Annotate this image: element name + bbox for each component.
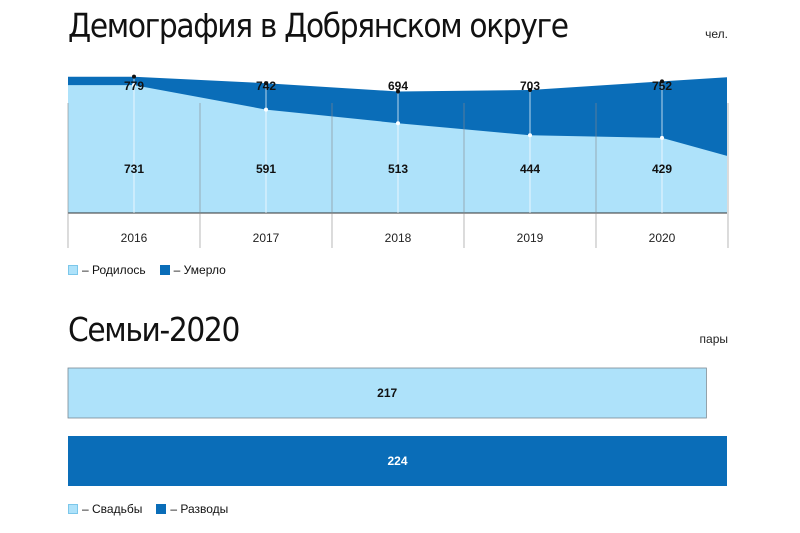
bar-divorces [68, 436, 727, 486]
legend-swatch-died [159, 265, 170, 275]
point-died [528, 87, 532, 92]
data-label-born: 731 [124, 162, 144, 176]
demography-legend: – Родилось – Умерло [68, 263, 226, 277]
point-born [264, 107, 268, 112]
x-tick-label: 2020 [649, 231, 676, 245]
legend-label-divorces: – Разводы [170, 502, 229, 516]
point-died [660, 79, 664, 84]
point-born [528, 133, 532, 138]
data-label-born: 513 [388, 162, 408, 176]
x-tick-label: 2017 [253, 231, 280, 245]
data-label-died: 779 [124, 79, 144, 93]
legend-label-born: – Родилось [82, 263, 146, 277]
data-label-died: 703 [520, 79, 540, 93]
legend-swatch-divorces [156, 504, 167, 514]
data-label-born: 444 [520, 162, 540, 176]
legend-label-died: – Умерло [173, 263, 226, 277]
data-label-born: 429 [652, 162, 672, 176]
data-label-born: 591 [256, 162, 276, 176]
data-label-died: 742 [256, 79, 276, 93]
legend-item-born: – Родилось [68, 263, 146, 277]
families-unit-label: пары [699, 332, 728, 346]
point-born [396, 121, 400, 126]
demography-unit-label: чел. [705, 27, 728, 41]
series-area-born [68, 85, 727, 213]
families-legend: – Свадьбы – Разводы [68, 502, 228, 516]
data-label-died: 694 [388, 79, 408, 93]
legend-label-weddings: – Свадьбы [82, 502, 143, 516]
families-bar-chart: 217 224 [67, 367, 727, 486]
legend-swatch-born [68, 265, 78, 275]
bar-label-weddings: 217 [377, 386, 397, 400]
bar-weddings [67, 367, 707, 419]
point-died [396, 89, 400, 94]
x-tick-label: 2016 [121, 231, 148, 245]
families-title: Семьи-2020 [68, 310, 240, 349]
demography-title: Демография в Добрянском округе [68, 6, 569, 45]
demography-area-chart: 779 731 2016 742 591 2017 694 513 2018 703 444 2019… [67, 74, 729, 248]
bar-label-divorces: 224 [387, 454, 407, 468]
x-tick-label: 2018 [385, 231, 412, 245]
point-born [132, 83, 136, 88]
legend-item-died: – Умерло [159, 263, 226, 277]
legend-item-weddings: – Свадьбы [68, 502, 142, 516]
point-died [132, 74, 136, 79]
data-label-died: 752 [652, 79, 672, 93]
point-died [264, 81, 268, 86]
x-tick-label: 2019 [517, 231, 544, 245]
point-born [660, 135, 664, 140]
legend-item-divorces: – Разводы [156, 502, 228, 516]
legend-swatch-weddings [68, 504, 78, 514]
